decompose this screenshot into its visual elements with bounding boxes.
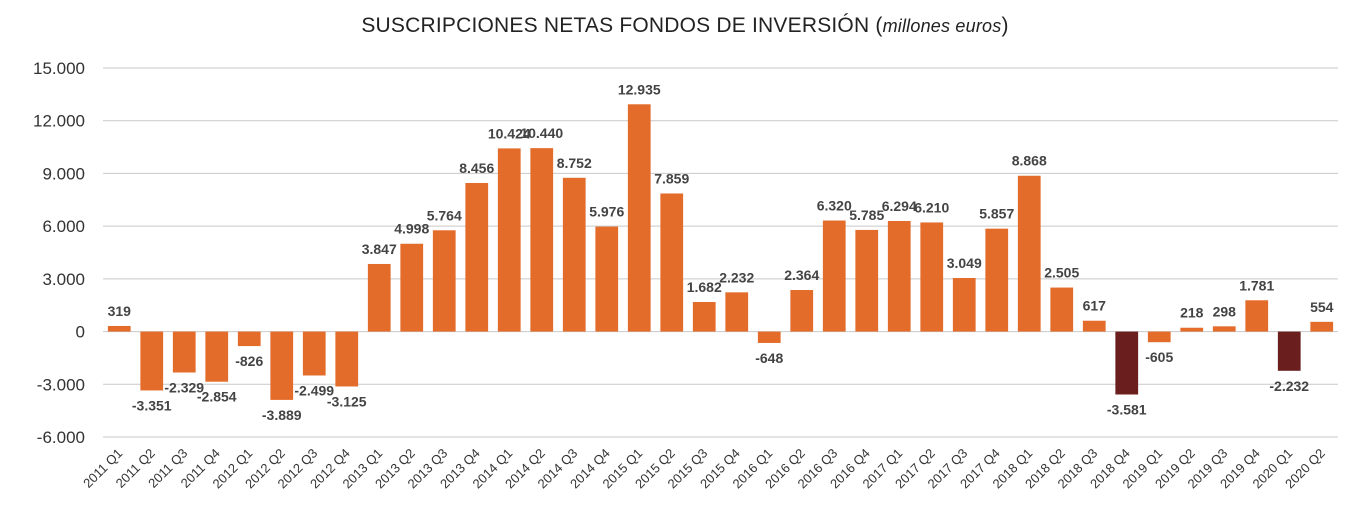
bar <box>1082 320 1106 332</box>
data-label: 1.781 <box>1239 277 1274 293</box>
data-label: 8.752 <box>557 155 592 171</box>
chart-title-unit: millones euros <box>882 16 1002 36</box>
bar <box>1147 331 1171 343</box>
bar <box>140 331 164 391</box>
bar <box>107 325 131 332</box>
bar <box>1212 326 1236 332</box>
data-label: 3.847 <box>362 241 397 257</box>
bar <box>465 182 489 332</box>
data-label: -3.125 <box>327 393 367 409</box>
data-label: 12.935 <box>618 81 661 97</box>
data-label: 5.976 <box>589 204 624 220</box>
bar <box>1115 331 1139 395</box>
bar <box>205 331 229 382</box>
data-label: -826 <box>235 353 263 369</box>
data-label: -2.329 <box>164 379 204 395</box>
data-label: 2.364 <box>784 267 819 283</box>
bar <box>952 277 976 332</box>
bar <box>660 193 684 332</box>
data-label: -3.581 <box>1107 401 1147 417</box>
data-label: 10.424 <box>488 125 531 141</box>
bar <box>920 222 944 332</box>
y-tick-label: 0 <box>76 323 85 342</box>
bar <box>367 263 391 332</box>
y-tick-label: 15.000 <box>33 59 85 78</box>
data-label: 1.682 <box>687 279 722 295</box>
data-label: -3.351 <box>132 397 172 413</box>
data-label: 8.868 <box>1012 153 1047 169</box>
bar <box>302 331 326 376</box>
bar <box>335 331 359 387</box>
data-label: 5.764 <box>427 207 462 223</box>
data-label: -648 <box>755 350 783 366</box>
data-label: 7.859 <box>654 170 689 186</box>
bar <box>757 331 781 343</box>
bar <box>1310 321 1334 332</box>
bar <box>172 331 196 373</box>
bar <box>530 148 554 332</box>
y-tick-label: 3.000 <box>42 270 85 289</box>
bar <box>725 292 749 332</box>
bar <box>822 220 846 332</box>
bar <box>400 243 424 332</box>
bar <box>595 226 619 332</box>
chart-title-text: SUSCRIPCIONES NETAS FONDOS DE INVERSIÓN <box>361 14 870 37</box>
data-label: 554 <box>1310 299 1334 315</box>
data-label: -2.499 <box>294 382 334 398</box>
bar <box>790 290 814 332</box>
y-tick-label: 12.000 <box>33 112 85 131</box>
bar <box>497 148 521 332</box>
y-tick-label: 6.000 <box>42 217 85 236</box>
bar <box>562 177 586 332</box>
data-label: 4.998 <box>394 221 429 237</box>
bar <box>887 220 911 332</box>
data-label: -2.854 <box>197 389 237 405</box>
data-label: -2.232 <box>1269 378 1309 394</box>
data-label: 3.049 <box>947 255 982 271</box>
bar <box>1050 287 1074 332</box>
chart-title: SUSCRIPCIONES NETAS FONDOS DE INVERSIÓN … <box>361 14 1009 37</box>
data-label: 319 <box>108 303 132 319</box>
data-label: 218 <box>1180 305 1204 321</box>
data-label: 6.294 <box>882 198 917 214</box>
y-tick-label: -3.000 <box>37 375 85 394</box>
data-label: 2.505 <box>1044 265 1079 281</box>
y-tick-label: -6.000 <box>37 428 85 447</box>
data-label: 10.440 <box>520 125 563 141</box>
data-label: 2.232 <box>719 269 754 285</box>
bar <box>1180 327 1204 332</box>
y-tick-label: 9.000 <box>42 164 85 183</box>
bar <box>627 104 651 332</box>
data-label: 6.210 <box>914 199 949 215</box>
data-label: 8.456 <box>459 160 494 176</box>
data-label: -605 <box>1145 349 1173 365</box>
bar <box>985 228 1009 332</box>
bar <box>1277 331 1301 371</box>
bar <box>270 331 294 400</box>
data-label: 617 <box>1083 298 1107 314</box>
bar <box>1245 300 1269 332</box>
data-label: -3.889 <box>262 407 302 423</box>
data-label: 298 <box>1213 303 1237 319</box>
bar <box>692 302 716 332</box>
data-label: 5.857 <box>979 206 1014 222</box>
data-label: 5.785 <box>849 207 884 223</box>
bar <box>1017 175 1041 332</box>
bar <box>237 331 261 347</box>
bar <box>432 230 456 332</box>
bar <box>855 229 879 332</box>
data-label: 6.320 <box>817 198 852 214</box>
